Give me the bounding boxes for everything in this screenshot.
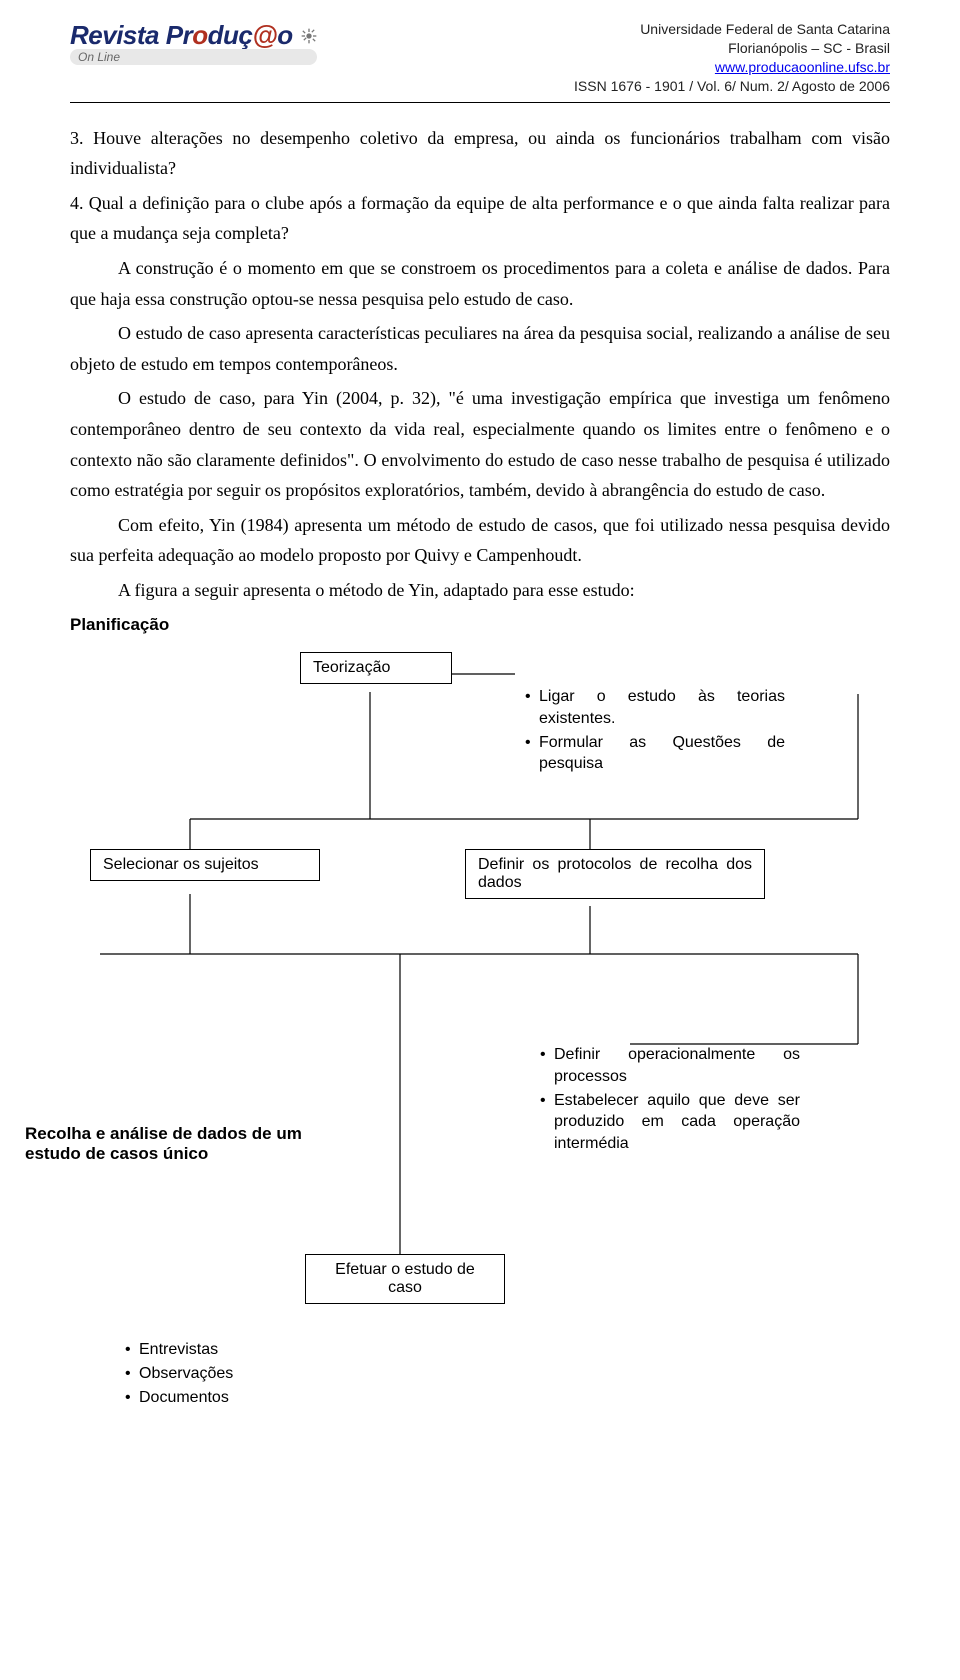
page-header: Revista Produç@o On Line Universidade Fe… [70,20,890,96]
logo-word-o: o [277,20,292,50]
paragraph-figura: A figura a seguir apresenta o método de … [70,575,890,606]
bullet-observacoes: Observações [125,1363,325,1385]
paragraph-construcao: A construção é o momento em que se const… [70,253,890,314]
yin-method-diagram: Teorização Ligar o estudo às teorias exi… [70,644,890,1404]
bullet-formular-questoes: Formular as Questões de pesquisa [525,732,785,775]
bullets-teorizacao: Ligar o estudo às teorias existentes. Fo… [525,686,785,776]
issn-line: ISSN 1676 - 1901 / Vol. 6/ Num. 2/ Agost… [574,77,890,96]
bullet-ligar-estudo: Ligar o estudo às teorias existentes. [525,686,785,729]
bullet-entrevistas: Entrevistas [125,1339,325,1361]
article-body: 3. Houve alterações no desempenho coleti… [70,123,890,641]
bullets-definir: Definir operacionalmente os processos Es… [540,1044,800,1156]
logo-word-revista: Revista [70,20,166,50]
planificacao-label: Planificação [70,611,890,640]
journal-logo: Revista Produç@o On Line [70,20,317,65]
box-efetuar-estudo: Efetuar o estudo de caso [305,1254,505,1304]
paragraph-estudo-caso-1: O estudo de caso apresenta característic… [70,318,890,379]
box-selecionar-label: Selecionar os sujeitos [103,856,259,873]
question-3: 3. Houve alterações no desempenho coleti… [70,123,890,184]
location: Florianópolis – SC - Brasil [574,39,890,58]
box-definir-label: Definir os protocolos de recolha dos dad… [478,856,752,891]
bullet-estabelecer-produto: Estabelecer aquilo que deve ser produzid… [540,1090,800,1155]
box-teorizacao-label: Teorização [313,659,390,676]
box-selecionar-sujeitos: Selecionar os sujeitos [90,849,320,881]
logo-word-pr: Pr [166,20,192,50]
at-icon: @ [252,20,277,50]
journal-url[interactable]: www.producaoonline.ufsc.br [715,59,890,75]
header-meta: Universidade Federal de Santa Catarina F… [574,20,890,96]
bullet-definir-processos: Definir operacionalmente os processos [540,1044,800,1087]
paragraph-yin-1984: Com efeito, Yin (1984) apresenta um méto… [70,510,890,571]
gear-icon [301,20,317,36]
recolha-label-text: Recolha e análise de dados de um estudo … [25,1124,302,1163]
bullets-fontes: Entrevistas Observações Documentos [125,1339,325,1410]
question-4: 4. Qual a definição para o clube após a … [70,188,890,249]
globe-icon: o [192,20,207,50]
logo-subtitle: On Line [70,49,317,65]
logo-word-duc: duç [208,20,253,50]
university-name: Universidade Federal de Santa Catarina [574,20,890,39]
box-efetuar-label: Efetuar o estudo de caso [335,1261,475,1296]
header-divider [70,102,890,103]
box-definir-protocolos: Definir os protocolos de recolha dos dad… [465,849,765,899]
bullet-documentos: Documentos [125,1387,325,1409]
box-teorizacao: Teorização [300,652,452,684]
logo-title: Revista Produç@o [70,20,317,51]
paragraph-yin-2004: O estudo de caso, para Yin (2004, p. 32)… [70,383,890,505]
recolha-label: Recolha e análise de dados de um estudo … [25,1124,335,1164]
